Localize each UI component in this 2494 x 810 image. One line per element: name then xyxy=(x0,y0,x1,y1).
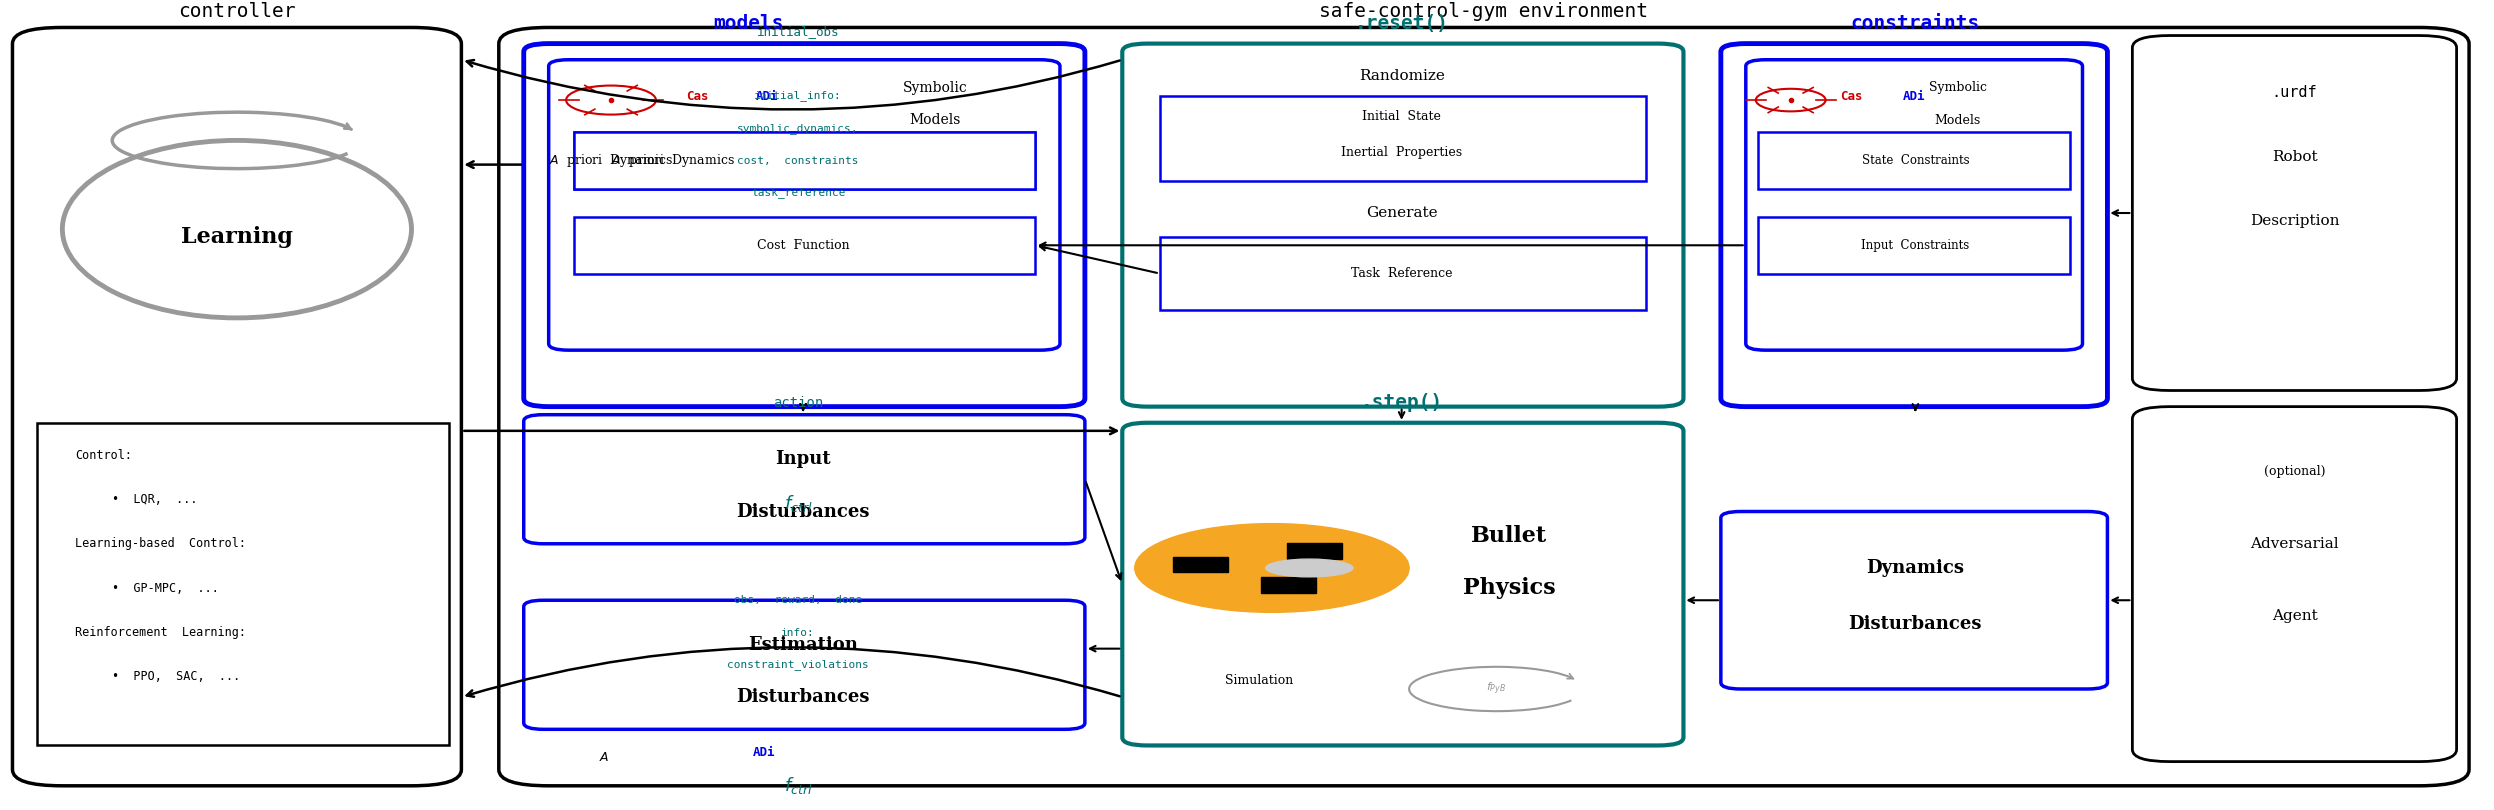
Circle shape xyxy=(1135,523,1409,612)
Text: safe-control-gym environment: safe-control-gym environment xyxy=(1319,2,1649,21)
Text: symbolic_dynamics,: symbolic_dynamics, xyxy=(738,123,858,134)
Text: Models: Models xyxy=(1935,113,1980,126)
Text: $A$  priori  Dynamics: $A$ priori Dynamics xyxy=(611,152,736,169)
Bar xyxy=(574,217,1035,274)
Text: Physics: Physics xyxy=(1461,578,1556,599)
Text: (optional): (optional) xyxy=(2265,465,2324,478)
Text: Adversarial: Adversarial xyxy=(2250,537,2339,551)
FancyArrowPatch shape xyxy=(466,60,1120,109)
Text: $f_{ctrl}$: $f_{ctrl}$ xyxy=(783,493,813,514)
Text: Dynamics: Dynamics xyxy=(1866,559,1965,577)
Bar xyxy=(1160,237,1646,309)
FancyBboxPatch shape xyxy=(524,600,1085,729)
Text: •  LQR,  ...: • LQR, ... xyxy=(112,493,197,506)
Text: $A$  priori  Dynamics: $A$ priori Dynamics xyxy=(549,152,673,169)
Text: ADi: ADi xyxy=(756,90,778,103)
Text: constraints: constraints xyxy=(1851,14,1980,33)
Text: Input: Input xyxy=(776,450,831,468)
FancyBboxPatch shape xyxy=(2132,36,2457,390)
Text: initial_info:: initial_info: xyxy=(753,91,843,101)
Text: Learning: Learning xyxy=(182,226,292,248)
Text: Cas: Cas xyxy=(1841,90,1863,103)
Text: •  PPO,  SAC,  ...: • PPO, SAC, ... xyxy=(112,671,239,684)
Bar xyxy=(1758,132,2070,189)
Text: Robot: Robot xyxy=(2272,150,2317,164)
Text: Reinforcement  Learning:: Reinforcement Learning: xyxy=(75,626,247,639)
FancyBboxPatch shape xyxy=(1262,578,1317,593)
FancyBboxPatch shape xyxy=(1172,556,1227,572)
Text: Models: Models xyxy=(910,113,960,127)
Text: Cas: Cas xyxy=(686,90,708,103)
Text: Task  Reference: Task Reference xyxy=(1352,267,1452,280)
Text: Generate: Generate xyxy=(1367,206,1437,220)
Text: .reset(): .reset() xyxy=(1354,14,1449,33)
Text: $A$: $A$ xyxy=(599,751,609,764)
FancyBboxPatch shape xyxy=(549,60,1060,350)
Text: ADi: ADi xyxy=(1903,90,1925,103)
Text: initial_obs: initial_obs xyxy=(756,25,840,38)
Text: ADi: ADi xyxy=(753,746,776,759)
Text: Symbolic: Symbolic xyxy=(903,81,968,95)
Text: .step(): .step() xyxy=(1362,393,1442,412)
Text: $f_{ctrl}$: $f_{ctrl}$ xyxy=(783,774,813,795)
Text: cost,  constraints: cost, constraints xyxy=(738,156,858,165)
Text: Cost  Function: Cost Function xyxy=(756,239,850,252)
Text: models: models xyxy=(713,14,783,33)
Bar xyxy=(574,132,1035,189)
Text: Symbolic: Symbolic xyxy=(1928,82,1988,95)
FancyBboxPatch shape xyxy=(524,415,1085,544)
FancyBboxPatch shape xyxy=(1122,423,1683,745)
FancyBboxPatch shape xyxy=(12,28,461,786)
Text: Disturbances: Disturbances xyxy=(1848,616,1983,633)
Text: .urdf: .urdf xyxy=(2272,84,2317,100)
Text: Input  Constraints: Input Constraints xyxy=(1861,239,1970,252)
FancyBboxPatch shape xyxy=(499,28,2469,786)
FancyBboxPatch shape xyxy=(524,44,1085,407)
Text: action: action xyxy=(773,395,823,410)
Text: controller: controller xyxy=(177,2,297,21)
Text: Simulation: Simulation xyxy=(1225,675,1294,688)
Text: Disturbances: Disturbances xyxy=(736,688,870,706)
Text: Initial  State: Initial State xyxy=(1362,109,1442,122)
Text: Inertial  Properties: Inertial Properties xyxy=(1342,146,1461,159)
FancyBboxPatch shape xyxy=(1287,544,1342,559)
Text: Disturbances: Disturbances xyxy=(736,502,870,521)
Text: Description: Description xyxy=(2250,214,2339,228)
FancyBboxPatch shape xyxy=(1746,60,2082,350)
Text: info:: info: xyxy=(781,628,816,637)
Bar xyxy=(37,423,449,745)
Bar xyxy=(574,132,1035,189)
Ellipse shape xyxy=(1267,559,1354,577)
Bar xyxy=(1160,96,1646,181)
Text: Bullet: Bullet xyxy=(1471,525,1546,547)
Ellipse shape xyxy=(62,140,412,318)
FancyBboxPatch shape xyxy=(1721,511,2107,689)
Text: Control:: Control: xyxy=(75,449,132,462)
Text: Randomize: Randomize xyxy=(1359,69,1444,83)
Text: task_reference: task_reference xyxy=(751,187,845,198)
FancyBboxPatch shape xyxy=(1122,44,1683,407)
FancyArrowPatch shape xyxy=(466,647,1120,697)
Text: $f_{PyB}$: $f_{PyB}$ xyxy=(1486,680,1506,697)
Text: State  Constraints: State Constraints xyxy=(1861,154,1970,167)
FancyBboxPatch shape xyxy=(2132,407,2457,761)
Text: obs,  reward,  done: obs, reward, done xyxy=(733,595,863,605)
Bar xyxy=(1758,217,2070,274)
FancyBboxPatch shape xyxy=(1721,44,2107,407)
Text: constraint_violations: constraint_violations xyxy=(728,659,868,670)
Text: Learning-based  Control:: Learning-based Control: xyxy=(75,537,247,550)
FancyArrowPatch shape xyxy=(466,161,521,168)
Text: •  GP-MPC,  ...: • GP-MPC, ... xyxy=(112,582,219,595)
Text: Estimation: Estimation xyxy=(748,636,858,654)
Text: Agent: Agent xyxy=(2272,609,2317,624)
FancyArrowPatch shape xyxy=(464,428,1117,434)
